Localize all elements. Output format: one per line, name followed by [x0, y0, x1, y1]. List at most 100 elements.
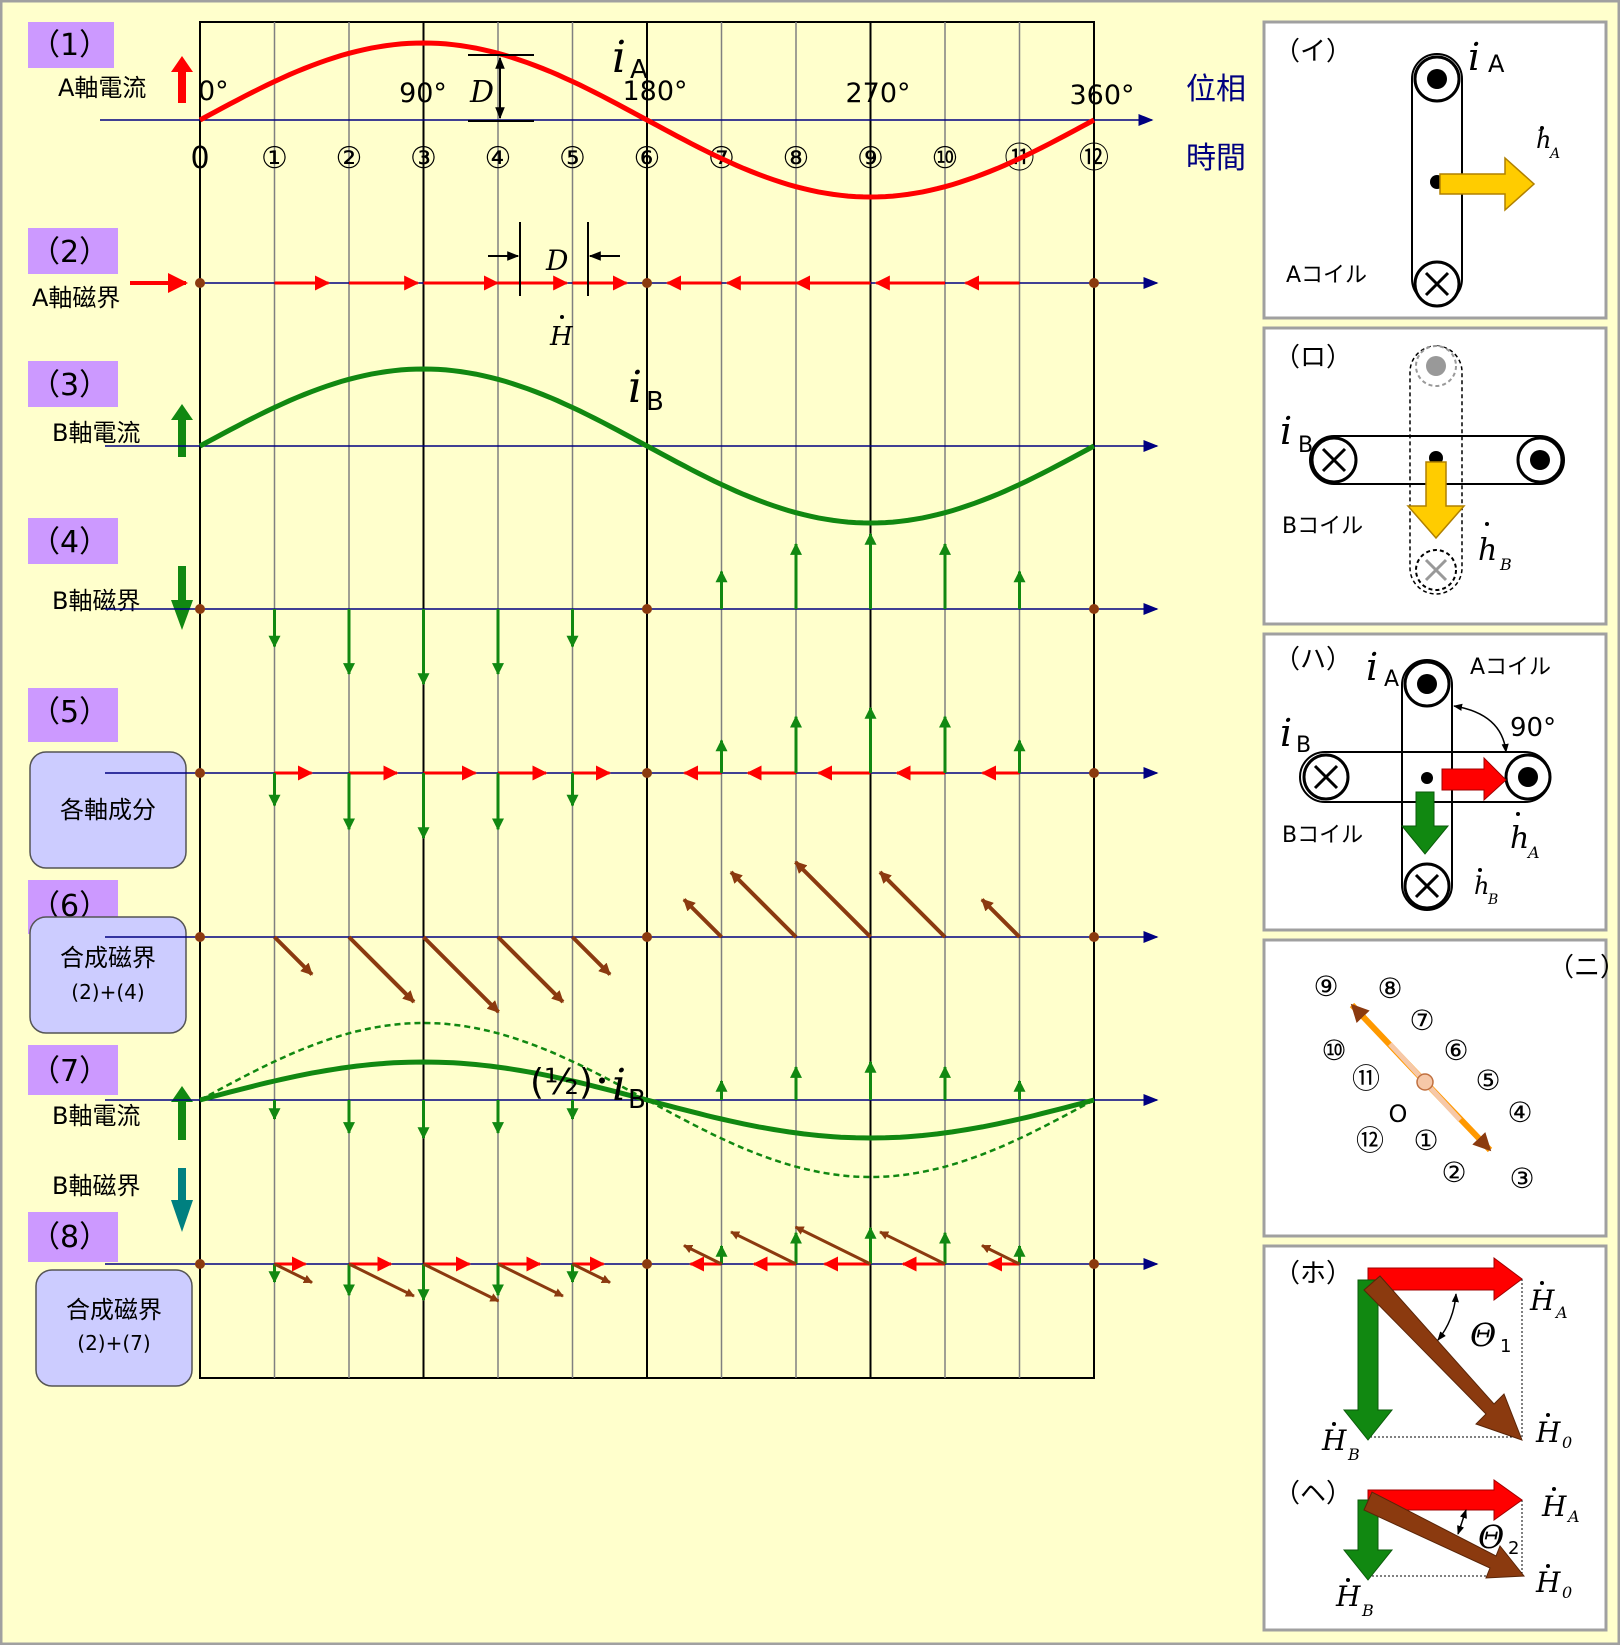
svg-text:B: B: [1298, 433, 1313, 458]
axis-node: [1089, 768, 1099, 778]
ni-label: ⑩: [1321, 1034, 1346, 1067]
svg-text:Bコイル: Bコイル: [1282, 514, 1363, 539]
svg-text:H: H: [1541, 1490, 1567, 1523]
time-tick-label: ④: [485, 141, 512, 176]
resultant-half-arrow: [794, 1225, 872, 1266]
svg-text:i: i: [1280, 711, 1292, 755]
svg-text:Aコイル: Aコイル: [1286, 263, 1367, 288]
svg-text:A: A: [1554, 1303, 1568, 1322]
resultant-arrow: [794, 860, 872, 939]
h-label: H: [549, 322, 574, 352]
ia-label-sub: A: [630, 55, 648, 85]
axis-node: [195, 768, 205, 778]
h-vector-icon: [1439, 156, 1536, 212]
axis-node: [195, 278, 205, 288]
row7-label: B軸電流: [52, 1102, 140, 1130]
row1-number-badge: [28, 22, 114, 68]
svg-text:i: i: [1280, 409, 1292, 453]
axis-node: [1089, 1259, 1099, 1269]
time-tick-label: ②: [336, 141, 363, 176]
resultant-arrow: [682, 898, 723, 939]
axis-node: [195, 604, 205, 614]
resultant-half-arrow: [571, 1262, 611, 1284]
ia-curve: [198, 40, 1096, 200]
ni-label: ③: [1509, 1162, 1534, 1195]
time-grid: [199, 21, 1095, 1379]
panel-i: （イ） i A h A Aコイル: [1262, 20, 1608, 320]
row7-number-badge: [28, 1045, 118, 1095]
row5-number: （5）: [30, 695, 109, 730]
resultant-arrow: [347, 935, 416, 1004]
ia-label: i: [612, 32, 626, 83]
svg-text:H: H: [1321, 1424, 1347, 1457]
phase-tick-label: 90°: [399, 78, 447, 109]
resultant-arrow: [422, 935, 500, 1014]
axis-node: [642, 604, 652, 614]
svg-text:1: 1: [1500, 1336, 1511, 1357]
time-tick-label: ⑩: [932, 141, 959, 176]
phase-tick-label: 180°: [622, 76, 687, 107]
row7-number: （7）: [30, 1054, 109, 1089]
time-axis-label: 時間: [1186, 141, 1246, 176]
axis-node: [1089, 604, 1099, 614]
svg-text:B: B: [1347, 1445, 1360, 1464]
ni-label: ⑪: [1352, 1062, 1380, 1095]
time-tick-label: ⑧: [783, 141, 810, 176]
row1-label: A軸電流: [58, 74, 146, 102]
phase-tick-label: 270°: [845, 78, 910, 109]
d-annotations: D D H: [468, 54, 620, 352]
resultant-arrow: [878, 870, 947, 939]
resultant-half-arrow: [730, 1230, 797, 1266]
resultant-arrow: [571, 935, 612, 976]
svg-text:B: B: [1361, 1601, 1374, 1620]
panel-ni-title: （ニ）: [1548, 953, 1620, 983]
row2-label: A軸磁界: [32, 284, 120, 312]
time-tick-label: ③: [410, 141, 437, 176]
svg-text:2: 2: [1508, 1538, 1519, 1559]
svg-text:B: B: [1499, 555, 1512, 574]
panel-ho-title: （ホ）: [1274, 1259, 1352, 1289]
half-label: (½)･: [530, 1062, 611, 1103]
ni-label: ⑫: [1356, 1124, 1384, 1157]
d-label-row2: D: [545, 244, 568, 277]
resultant-arrow: [980, 898, 1021, 939]
svg-text:Aコイル: Aコイル: [1470, 655, 1551, 680]
row5-number-badge: [28, 688, 118, 742]
axis-node: [642, 278, 652, 288]
row4-number: （4）: [30, 525, 109, 560]
axis-node: [195, 932, 205, 942]
svg-text:A: A: [1526, 843, 1540, 862]
ni-label: ⑥: [1443, 1034, 1468, 1067]
svg-text:H: H: [1535, 1566, 1561, 1599]
svg-text:0: 0: [1562, 1433, 1572, 1452]
row8-number-badge: [28, 1212, 118, 1262]
resultant-half-arrow: [497, 1262, 564, 1298]
half-ib-label: i: [612, 1060, 626, 1111]
axis-node: [642, 932, 652, 942]
row4-number-badge: [28, 518, 118, 564]
up-arrow-icon: [171, 404, 193, 457]
resultant-half-arrow: [879, 1230, 946, 1266]
panel-ro-title: （ロ）: [1274, 343, 1352, 373]
svg-text:B: B: [1296, 733, 1311, 758]
resultant-half-arrow: [683, 1244, 723, 1266]
time-tick-label: 0: [190, 141, 209, 176]
phase-tick-label: 0°: [198, 76, 229, 107]
down-arrow-icon: [171, 1168, 193, 1232]
svg-text:B: B: [1487, 892, 1498, 908]
time-tick-label: ⑥: [634, 141, 661, 176]
row8-box-sub: (2)+(7): [77, 1331, 150, 1355]
h-dot: [560, 315, 564, 319]
row8-box-label: 合成磁界: [66, 1296, 162, 1324]
row3-label: B軸電流: [52, 419, 140, 447]
resultant-arrow: [273, 935, 314, 976]
row7-label2: B軸磁界: [52, 1172, 140, 1200]
axis-node: [642, 768, 652, 778]
svg-text:h: h: [1474, 872, 1489, 900]
panel-ha-title: （ハ）: [1274, 645, 1352, 675]
time-tick-label: ⑨: [857, 141, 884, 176]
resultant-half-arrow: [273, 1262, 313, 1284]
resultant-arrow: [729, 870, 798, 939]
